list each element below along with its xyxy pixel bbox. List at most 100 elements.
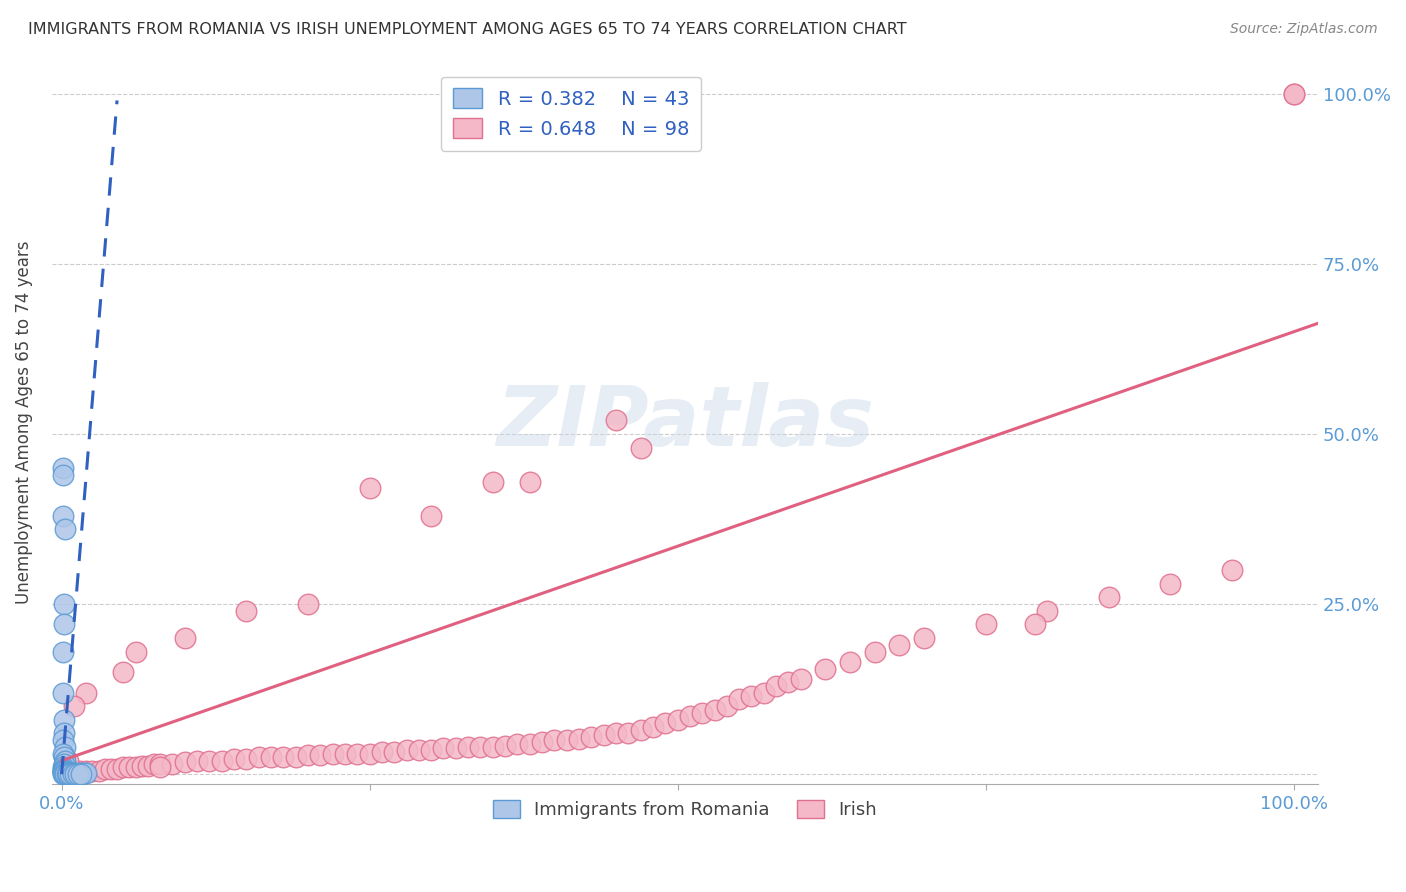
Point [211,754,233,768]
Point [53,522,76,536]
Point [63,765,86,780]
Point [75,765,97,780]
Point [617,726,640,740]
Point [53,713,76,727]
Point [679,709,702,723]
Point [690,706,713,720]
Point [555,733,578,747]
Point [53,766,76,780]
Point [112,665,135,680]
Point [52,762,75,776]
Point [87,764,110,778]
Point [765,679,787,693]
Point [162,757,184,772]
Point [395,743,418,757]
Point [55,766,77,780]
Point [66,766,89,780]
Point [69,765,91,780]
Point [53,764,76,778]
Point [543,733,565,747]
Point [654,716,676,731]
Point [53,750,76,764]
Point [173,631,195,645]
Point [82,764,104,778]
Point [53,760,76,774]
Point [581,730,603,744]
Point [52,645,75,659]
Point [408,743,430,757]
Point [69,764,91,778]
Point [52,467,75,482]
Point [1282,87,1305,101]
Point [186,754,208,768]
Point [124,645,146,659]
Point [630,723,652,737]
Point [56,764,79,778]
Point [605,726,627,740]
Point [346,747,368,761]
Point [889,638,911,652]
Point [52,461,75,475]
Point [52,733,75,747]
Point [143,757,166,772]
Point [470,739,492,754]
Point [1098,591,1121,605]
Point [309,748,332,763]
Point [75,764,97,778]
Point [60,765,83,780]
Point [59,766,82,780]
Point [814,662,837,676]
Point [778,675,800,690]
Point [1024,617,1046,632]
Point [222,752,245,766]
Point [52,760,75,774]
Point [53,739,76,754]
Point [359,747,381,761]
Point [273,750,295,764]
Point [322,747,344,761]
Point [247,750,270,764]
Point [149,757,172,772]
Point [519,475,541,489]
Point [371,746,394,760]
Point [124,760,146,774]
Point [333,747,356,761]
Point [284,750,307,764]
Point [100,762,122,776]
Point [55,765,77,780]
Point [519,737,541,751]
Point [592,728,614,742]
Point [52,685,75,699]
Point [53,766,76,780]
Point [752,685,775,699]
Point [53,597,76,611]
Point [457,739,479,754]
Point [790,672,813,686]
Point [1159,576,1181,591]
Point [863,645,886,659]
Point [53,765,76,780]
Point [641,720,664,734]
Text: Source: ZipAtlas.com: Source: ZipAtlas.com [1230,22,1378,37]
Point [728,692,751,706]
Point [53,760,76,774]
Point [198,754,221,768]
Point [52,765,75,780]
Point [974,617,997,632]
Point [839,655,862,669]
Point [118,760,141,774]
Point [260,750,283,764]
Point [235,752,257,766]
Point [52,508,75,523]
Point [52,764,75,778]
Point [1282,87,1305,101]
Point [149,760,172,774]
Point [70,766,93,780]
Legend: Immigrants from Romania, Irish: Immigrants from Romania, Irish [485,792,884,826]
Point [359,482,381,496]
Point [1036,604,1059,618]
Point [56,754,79,768]
Point [136,759,159,773]
Point [382,746,405,760]
Point [63,766,86,780]
